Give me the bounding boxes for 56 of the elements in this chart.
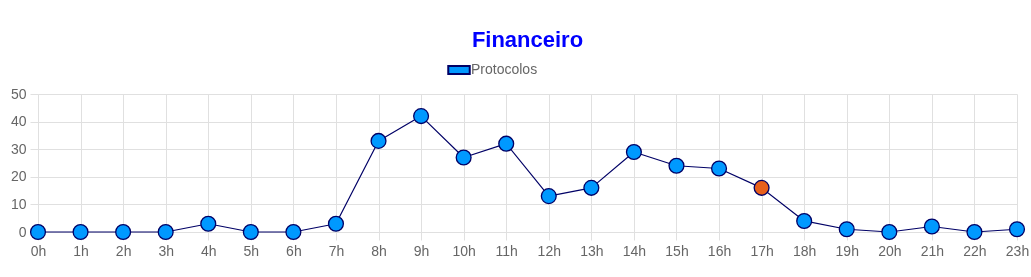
x-tick-label: 6h — [286, 242, 302, 259]
point — [157, 223, 174, 241]
x-tick-label: 8h — [371, 242, 387, 259]
x-tick-label: 4h — [200, 242, 217, 259]
point — [668, 157, 685, 174]
point — [923, 218, 940, 235]
y-tick-label: 0 — [18, 223, 27, 240]
point — [242, 223, 259, 241]
x-tick-label: 11h — [495, 242, 518, 259]
point — [29, 223, 47, 241]
point — [625, 143, 642, 161]
x-tick-label: 20h — [878, 242, 902, 259]
x-tick-label: 19h — [835, 242, 859, 259]
point — [838, 221, 855, 238]
x-tick-label: 14h — [622, 242, 647, 259]
x-tick-label: 10h — [452, 242, 476, 259]
point — [370, 132, 387, 149]
x-tick-label: 18h — [792, 242, 817, 259]
y-tick-label: 50 — [10, 85, 27, 102]
point — [327, 215, 345, 232]
legend-label: Protocolos — [471, 61, 538, 77]
x-tick-label: 21h — [920, 242, 945, 259]
x-tick-label: 7h — [328, 242, 345, 259]
point — [796, 212, 813, 230]
x-tick-label: 12h — [537, 242, 561, 259]
x-tick-label: 16h — [707, 242, 732, 259]
point — [498, 135, 515, 152]
point — [115, 223, 132, 241]
point — [710, 160, 728, 177]
point — [881, 223, 898, 241]
x-tick-label: 17h — [750, 242, 774, 259]
point — [966, 223, 983, 241]
point — [753, 179, 770, 196]
x-tick-label: 5h — [243, 242, 260, 259]
point — [1008, 221, 1026, 238]
x-tick-label: 0h — [30, 242, 47, 259]
point — [455, 149, 472, 166]
x-tick-label: 9h — [413, 242, 430, 259]
point — [540, 188, 557, 205]
x-tick-label: 15h — [665, 242, 689, 259]
y-tick-label: 10 — [10, 195, 27, 212]
point — [72, 223, 89, 241]
point — [200, 215, 217, 232]
point — [583, 179, 600, 196]
x-tick-label: 2h — [115, 242, 132, 259]
point — [413, 108, 430, 125]
point — [285, 223, 302, 241]
x-tick-label: 22h — [963, 242, 987, 259]
x-tick-label: 13h — [580, 242, 604, 259]
x-tick-label: 23h — [1005, 242, 1030, 259]
x-tick-label: 3h — [158, 242, 174, 259]
x-tick-label: 1h — [73, 242, 89, 259]
y-tick-label: 20 — [10, 168, 27, 185]
chart-title: Financeiro — [471, 27, 584, 52]
y-tick-label: 30 — [10, 140, 27, 157]
y-tick-label: 40 — [10, 113, 27, 130]
